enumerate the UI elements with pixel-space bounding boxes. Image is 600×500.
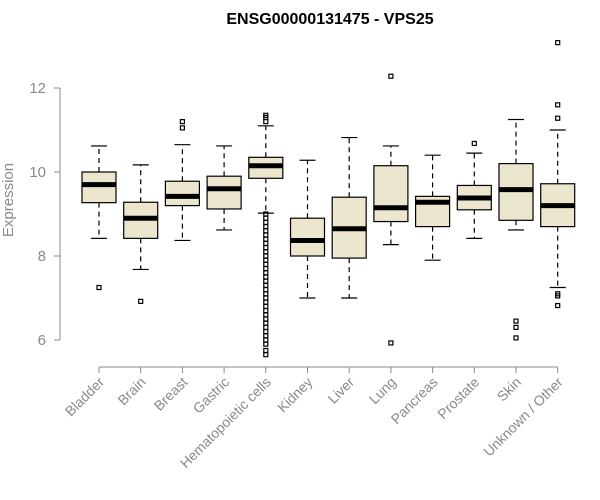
y-tick-label: 8: [38, 248, 46, 265]
outlier-point: [388, 340, 394, 346]
outlier-point: [263, 352, 269, 358]
box-group: [498, 118, 534, 341]
box-iqr: [373, 165, 409, 223]
outlier-point: [263, 316, 269, 322]
outlier-point: [263, 232, 269, 238]
x-tick-label: Lung: [366, 374, 399, 407]
outlier-point: [263, 118, 269, 125]
y-axis-label: Expression: [0, 163, 17, 237]
outlier-point: [179, 118, 185, 125]
outlier-point: [96, 284, 102, 291]
outlier-point: [263, 320, 269, 326]
box-group: [373, 73, 409, 346]
outlier-point: [263, 282, 269, 288]
y-axis: 6 8 10 12: [29, 80, 61, 349]
box-group: [81, 145, 117, 291]
box-group: [206, 145, 242, 231]
outlier-point: [263, 245, 269, 251]
outlier-point: [263, 347, 269, 354]
box-iqr: [206, 175, 242, 210]
outlier-point: [263, 266, 269, 272]
outlier-point: [263, 240, 269, 246]
outlier-point: [179, 125, 185, 131]
outlier-point: [263, 224, 269, 230]
x-tick-label: Kidney: [274, 374, 316, 416]
box-iqr: [289, 217, 326, 257]
outlier-point: [555, 40, 561, 46]
box-iqr: [81, 171, 117, 204]
outlier-point: [263, 295, 269, 301]
outlier-point: [263, 299, 269, 305]
outlier-point: [263, 303, 269, 309]
box-group: [289, 159, 326, 299]
outlier-point: [263, 270, 269, 276]
outlier-point: [263, 257, 269, 263]
box-group: [331, 136, 367, 299]
outlier-point: [555, 102, 561, 108]
outlier-point: [263, 219, 269, 225]
box-group: [164, 118, 200, 242]
outlier-point: [263, 278, 269, 284]
y-tick-label: 12: [29, 80, 46, 97]
outlier-point: [263, 333, 269, 339]
x-tick-label: Liver: [325, 374, 358, 407]
box-iqr: [164, 180, 200, 207]
outlier-point: [263, 324, 269, 330]
outlier-point: [555, 115, 561, 121]
outlier-point: [263, 112, 269, 118]
outlier-point: [263, 329, 269, 335]
outlier-point: [471, 140, 477, 147]
outlier-point: [263, 312, 269, 318]
outlier-point: [263, 341, 269, 347]
y-tick-label: 6: [38, 332, 46, 349]
outlier-point: [555, 302, 561, 309]
outlier-point: [138, 298, 144, 304]
outlier-point: [388, 73, 394, 79]
outlier-point: [263, 236, 269, 242]
plot-area: [81, 40, 576, 358]
outlier-point: [263, 308, 269, 314]
outlier-point: [555, 293, 561, 299]
outlier-point: [513, 335, 519, 341]
chart-title: ENSG00000131475 - VPS25: [226, 11, 433, 28]
outlier-point: [263, 261, 269, 267]
x-tick-label: Breast: [151, 374, 191, 414]
x-tick-label: Skin: [494, 374, 525, 405]
box-group: [456, 140, 492, 239]
outlier-point: [263, 249, 269, 255]
outlier-point: [263, 291, 269, 297]
box-group: [123, 164, 159, 304]
x-tick-label: Bladder: [62, 374, 108, 420]
x-tick-label: Unknown / Other: [480, 374, 566, 460]
outlier-point: [263, 337, 269, 343]
box-group: [415, 154, 451, 261]
outlier-point: [263, 287, 269, 293]
outlier-point: [513, 318, 519, 324]
outlier-point: [263, 253, 269, 259]
outlier-point: [263, 274, 269, 280]
y-tick-label: 10: [29, 164, 46, 181]
outlier-point: [513, 324, 519, 330]
x-tick-label: Prostate: [434, 374, 482, 422]
box-group: [540, 40, 576, 309]
x-tick-label: Brain: [114, 374, 148, 408]
outlier-point: [263, 228, 269, 234]
outlier-point: [263, 215, 269, 221]
box-group: [248, 112, 284, 358]
